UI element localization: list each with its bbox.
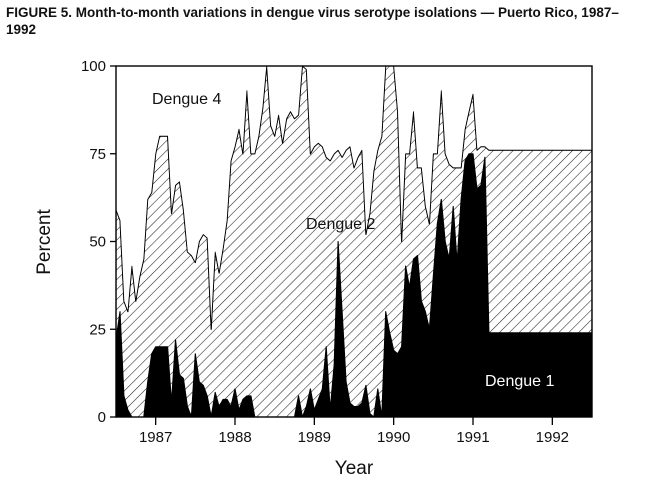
x-tick-label: 1987	[139, 429, 172, 446]
y-axis-title: Percent	[34, 209, 55, 275]
dengue-1-label: Dengue 1	[485, 373, 554, 390]
y-tick-label: 100	[81, 58, 106, 75]
dengue-2-label: Dengue 2	[306, 216, 375, 233]
x-tick-label: 1988	[218, 429, 251, 446]
y-tick-label: 75	[89, 146, 106, 163]
series-areas	[116, 66, 592, 417]
x-axis-title: Year	[335, 458, 374, 479]
x-axis: 1987 1988 1989 1990 1991 1992	[139, 417, 569, 446]
x-tick-label: 1989	[298, 429, 331, 446]
y-axis: 0 25 50 75 100	[81, 58, 116, 426]
figure-title: FIGURE 5. Month-to-month variations in d…	[6, 5, 619, 37]
series-area-dengue-1	[116, 153, 592, 417]
dengue-4-label: Dengue 4	[152, 91, 221, 108]
series-area-dengue-4	[116, 66, 592, 330]
y-tick-label: 0	[98, 409, 106, 426]
x-tick-label: 1991	[456, 429, 489, 446]
y-tick-label: 50	[89, 234, 106, 251]
x-tick-label: 1990	[377, 429, 410, 446]
x-tick-label: 1992	[536, 429, 569, 446]
y-tick-label: 25	[89, 321, 106, 338]
